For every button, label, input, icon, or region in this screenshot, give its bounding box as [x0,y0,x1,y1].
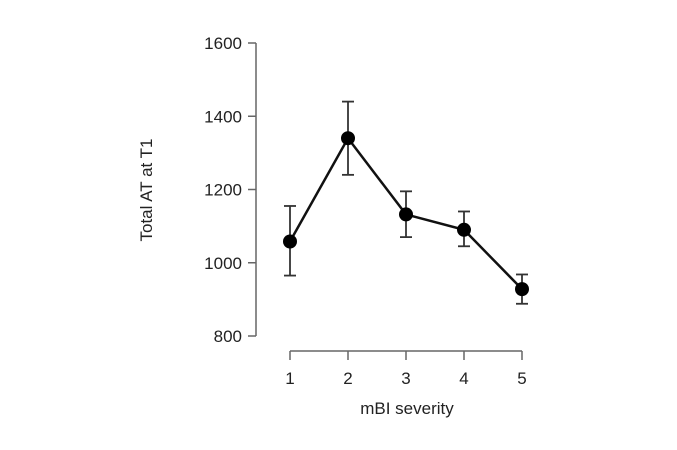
y-tick-label: 800 [214,327,242,346]
error-bars [284,100,528,305]
x-axis-title: mBI severity [360,399,454,418]
data-point [399,207,413,222]
x-tick-label: 5 [517,369,526,388]
x-tick-label: 4 [459,369,468,388]
y-axis: 800 1000 1200 1400 1600 [204,34,257,346]
data-points [283,131,529,297]
data-point [283,234,297,249]
data-point [457,222,471,237]
x-axis: 1 2 3 4 5 [285,350,527,388]
y-tick-label: 1200 [204,181,242,200]
y-tick-label: 1600 [204,34,242,53]
y-axis-title: Total AT at T1 [137,138,156,241]
x-tick-label: 2 [343,369,352,388]
y-tick-label: 1000 [204,254,242,273]
x-tick-label: 3 [401,369,410,388]
x-tick-label: 1 [285,369,294,388]
data-point [341,131,355,146]
y-tick-label: 1400 [204,107,242,126]
data-point [515,282,529,297]
